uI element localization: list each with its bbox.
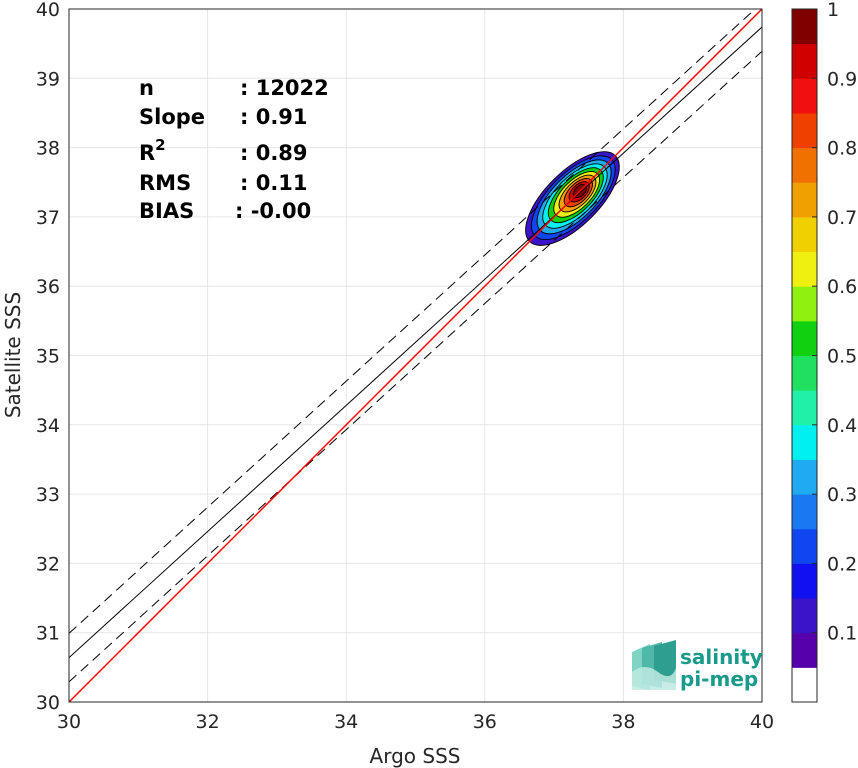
y-tick-label-9: 39 (36, 68, 60, 90)
y-tick-label-8: 38 (36, 138, 60, 160)
logo-text-line2: pi-mep (680, 667, 758, 691)
x-tick-labels: 30 32 34 36 38 40 (57, 711, 774, 733)
colorbar-segment-8 (792, 390, 817, 426)
colorbar-segment-17 (792, 78, 817, 114)
stat-label-3: RMS (139, 171, 191, 195)
colorbar-segment-15 (792, 147, 817, 183)
colorbar-tick-label-8: 0.9 (827, 68, 857, 90)
colorbar-segment-14 (792, 182, 817, 218)
fit-lines (69, 9, 762, 702)
stat-value-1: : 0.91 (240, 105, 308, 129)
colorbar-segment-5 (792, 494, 817, 530)
colorbar-segment-19 (792, 9, 817, 45)
x-tick-label-0: 30 (57, 711, 81, 733)
colorbar-segment-9 (792, 355, 817, 391)
colorbar-segment-13 (792, 216, 817, 253)
x-tick-label-2: 34 (334, 711, 358, 733)
colorbar-segment-0 (792, 667, 817, 703)
identity-line (69, 9, 762, 702)
y-tick-label-1: 31 (36, 623, 60, 645)
colorbar-tick-label-6: 0.7 (827, 207, 857, 229)
y-tick-label-5: 35 (36, 346, 60, 368)
statistics-block: n : 12022 Slope : 0.91 R2 : 0.89 RMS : 0.11 BIAS… (139, 76, 329, 223)
colorbar-segment-12 (792, 251, 817, 287)
colorbar-tick-label-3: 0.4 (827, 415, 857, 437)
colorbar-segment-2 (792, 598, 817, 634)
colorbar-tick-label-4: 0.5 (827, 346, 857, 368)
stat-label-4: BIAS (139, 199, 194, 223)
stat-value-3: : 0.11 (240, 171, 308, 195)
colorbar-tick-label-0: 0.1 (827, 623, 857, 645)
x-tick-label-3: 36 (473, 711, 497, 733)
x-axis-label: Argo SSS (370, 744, 461, 768)
y-tick-labels: 30 31 32 33 34 35 36 37 38 39 40 (36, 0, 60, 714)
x-tick-label-4: 38 (611, 711, 635, 733)
colorbar: 0.1 0.2 0.3 0.4 0.5 0.6 0.7 0.8 0.9 1 (791, 0, 857, 703)
salinity-pi-mep-logo: salinity pi-mep (632, 640, 763, 691)
regression-lower-bound (69, 50, 762, 683)
y-tick-label-6: 36 (36, 276, 60, 298)
colorbar-tick-label-5: 0.6 (827, 276, 857, 298)
colorbar-segment-7 (792, 424, 817, 460)
y-tick-label-4: 34 (36, 415, 60, 437)
x-tick-label-5: 40 (750, 711, 774, 733)
colorbar-segment-6 (792, 459, 817, 495)
logo-mark-icon (632, 640, 676, 690)
y-tick-label-7: 37 (36, 207, 60, 229)
colorbar-tick-label-9: 1 (827, 0, 839, 21)
colorbar-tick-label-7: 0.8 (827, 138, 857, 160)
x-tick-label-1: 32 (196, 711, 220, 733)
colorbar-tick-label-1: 0.2 (827, 553, 857, 575)
y-tick-label-10: 40 (36, 0, 60, 21)
plot-frame (68, 8, 763, 703)
colorbar-segment-18 (792, 43, 817, 79)
colorbar-segment-16 (792, 112, 817, 149)
y-tick-label-2: 32 (36, 553, 60, 575)
stat-label-0: n (139, 76, 154, 100)
colorbar-segment-1 (792, 632, 817, 668)
colorbar-segment-4 (792, 528, 817, 564)
colorbar-segment-10 (792, 320, 817, 356)
y-axis-label: Satellite SSS (1, 292, 25, 418)
y-tick-label-3: 33 (36, 484, 60, 506)
logo-text-line1: salinity (680, 645, 763, 669)
stat-value-2: : 0.89 (240, 141, 308, 165)
colorbar-tick-label-2: 0.3 (827, 484, 857, 506)
colorbar-segment-3 (792, 563, 817, 599)
stat-superscript-2: 2 (155, 136, 165, 154)
colorbar-segment-11 (792, 286, 817, 322)
stat-label-2: R2 (139, 136, 166, 165)
y-tick-label-0: 30 (36, 692, 60, 714)
stat-label-1: Slope (139, 105, 205, 129)
regression-upper-bound (69, 9, 756, 634)
stat-value-0: : 12022 (240, 76, 329, 100)
stat-value-4: : -0.00 (235, 199, 311, 223)
regression-line (69, 26, 762, 659)
